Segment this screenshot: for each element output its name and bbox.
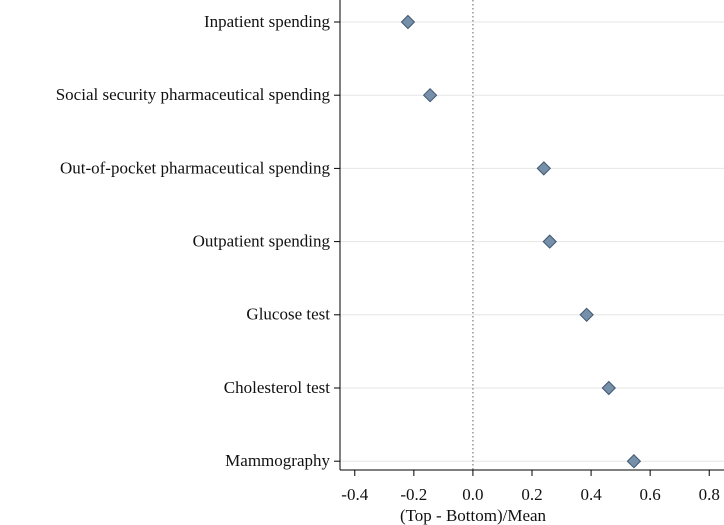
y-tick-label: Inpatient spending — [204, 12, 331, 31]
dot-marker — [601, 380, 617, 396]
x-axis-title: (Top - Bottom)/Mean — [400, 506, 547, 525]
x-tick-label: 0.8 — [699, 485, 720, 504]
dot-marker — [536, 161, 552, 176]
x-tick-label: 0.0 — [462, 485, 483, 504]
x-tick-label: 0.4 — [580, 485, 602, 504]
y-tick-label: Outpatient spending — [193, 232, 331, 251]
dot-marker — [626, 453, 642, 469]
y-tick-label: Glucose test — [246, 305, 330, 324]
y-tick-label: Social security pharmaceutical spending — [56, 85, 331, 104]
y-tick-label: Mammography — [225, 451, 330, 470]
dot-marker — [542, 234, 557, 249]
y-tick-label: Out-of-pocket pharmaceutical spending — [60, 158, 331, 177]
x-tick-label: 0.2 — [521, 485, 542, 504]
x-tick-label: -0.2 — [400, 485, 427, 504]
dot-marker — [579, 307, 594, 323]
dot-marker — [422, 87, 438, 103]
x-tick-label: 0.6 — [640, 485, 661, 504]
dot-marker — [400, 14, 416, 30]
y-tick-label: Cholesterol test — [224, 378, 331, 397]
x-tick-label: -0.4 — [341, 485, 368, 504]
